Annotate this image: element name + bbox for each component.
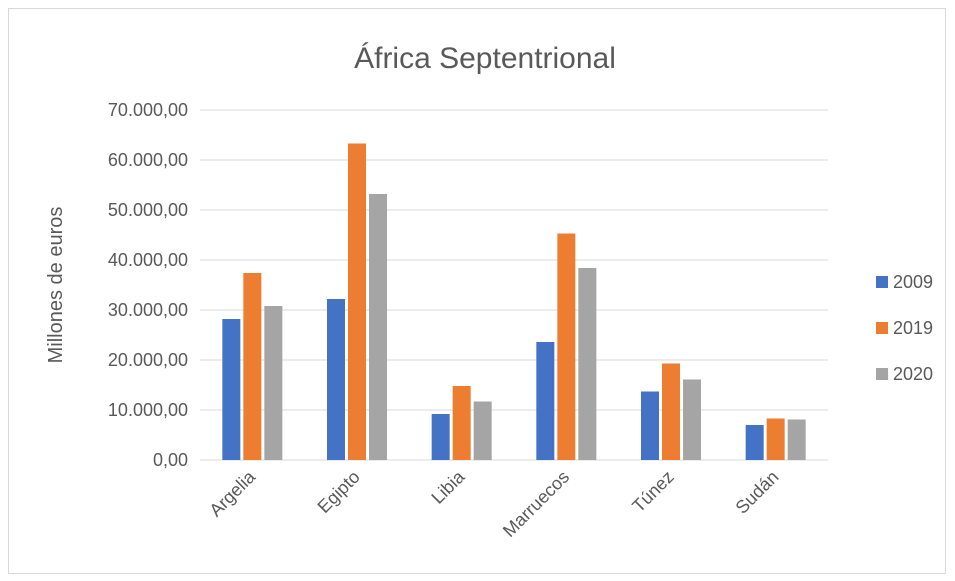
y-tick-label: 50.000,00 bbox=[108, 200, 188, 220]
chart-title: África Septentrional bbox=[354, 42, 616, 75]
bars bbox=[222, 143, 806, 460]
bar bbox=[222, 319, 241, 460]
legend-swatch bbox=[876, 276, 888, 288]
bar bbox=[452, 386, 471, 460]
bar bbox=[536, 342, 555, 460]
x-tick-label: Túnez bbox=[628, 467, 678, 517]
y-tick-label: 60.000,00 bbox=[108, 150, 188, 170]
x-tick-label: Argelia bbox=[205, 466, 259, 520]
y-tick-labels: 0,00 10.000,00 20.000,00 30.000,00 40.000,00… bbox=[108, 100, 188, 470]
x-tick-label: Sudán bbox=[732, 467, 783, 518]
x-tick-label: Marruecos bbox=[499, 467, 573, 541]
legend-label: 2020 bbox=[893, 364, 933, 384]
bar bbox=[431, 414, 450, 460]
legend-label: 2019 bbox=[893, 318, 933, 338]
x-tick-label: Libia bbox=[427, 466, 469, 508]
legend-label: 2009 bbox=[893, 272, 933, 292]
legend: 2009 2019 2020 bbox=[876, 272, 933, 384]
gridlines bbox=[200, 109, 828, 461]
bar bbox=[264, 306, 283, 460]
x-tick-labels: Argelia Egipto Libia Marruecos Túnez Sudán bbox=[205, 466, 782, 541]
y-axis-label: Millones de euros bbox=[45, 207, 67, 364]
bar bbox=[745, 425, 764, 460]
y-tick-label: 70.000,00 bbox=[108, 100, 188, 120]
bar bbox=[662, 363, 680, 460]
y-tick-label: 10.000,00 bbox=[108, 400, 188, 420]
y-tick-label: 30.000,00 bbox=[108, 300, 188, 320]
bar bbox=[369, 194, 387, 460]
bar bbox=[578, 268, 597, 460]
bar bbox=[473, 401, 492, 460]
bar bbox=[557, 233, 576, 460]
bar bbox=[766, 418, 785, 460]
bar bbox=[683, 379, 701, 460]
bar bbox=[787, 419, 806, 460]
x-tick-label: Egipto bbox=[314, 467, 364, 517]
bar bbox=[641, 391, 659, 460]
chart-area bbox=[8, 8, 946, 574]
legend-swatch bbox=[876, 322, 888, 334]
bar bbox=[348, 143, 366, 460]
bar bbox=[327, 299, 345, 460]
y-tick-label: 20.000,00 bbox=[108, 350, 188, 370]
y-tick-label: 0,00 bbox=[153, 450, 188, 470]
y-tick-label: 40.000,00 bbox=[108, 250, 188, 270]
legend-swatch bbox=[876, 368, 888, 380]
bar bbox=[243, 273, 262, 460]
